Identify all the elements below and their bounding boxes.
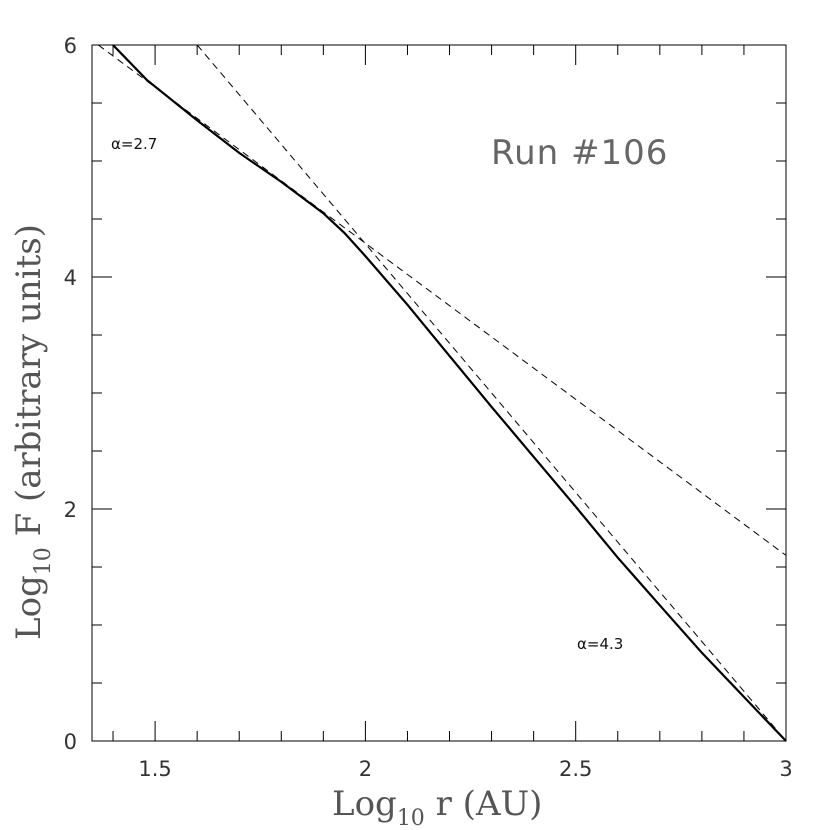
y-tick-label: 0	[64, 730, 77, 754]
y-axis-title: Log10 F (arbitrary units)	[9, 224, 56, 640]
y-tick-label: 6	[64, 34, 77, 58]
x-tick-label: 1.5	[138, 757, 171, 781]
plot-frame	[91, 44, 787, 742]
y-tick-label: 4	[64, 266, 77, 290]
run-label: Run #106	[491, 133, 668, 173]
annotation-alpha-low: α=2.7	[111, 135, 157, 153]
x-tick-label: 2	[359, 757, 372, 781]
x-axis-title: Log10 r (AU)	[332, 784, 542, 830]
y-tick-label: 2	[64, 498, 77, 522]
power-law-fit-line-1	[98, 44, 787, 556]
axis-tick-labels: 1.5 2 2.5 3 0 2 4 6	[64, 34, 793, 781]
x-tick-label: 3	[779, 757, 792, 781]
x-tick-label: 2.5	[559, 757, 592, 781]
annotation-alpha-high: α=4.3	[577, 635, 623, 653]
axis-ticks	[92, 44, 787, 742]
data-series	[98, 44, 787, 742]
flux-profile-line	[112, 44, 787, 742]
power-law-fit-line-2	[196, 44, 787, 742]
